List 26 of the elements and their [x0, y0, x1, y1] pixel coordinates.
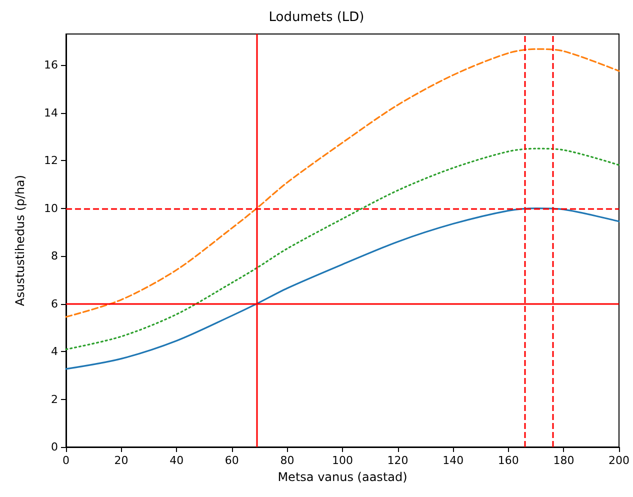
x-tick-label: 40	[170, 454, 184, 467]
y-tick-label: 16	[44, 58, 58, 72]
y-tick-label: 14	[44, 106, 58, 120]
x-tick-label: 0	[62, 454, 70, 467]
x-tick-label: 120	[387, 454, 408, 467]
line-series	[65, 207, 620, 370]
x-tick-label: 100	[332, 454, 353, 467]
x-tick-label: 140	[442, 454, 464, 467]
y-axis-title: Asustustihedus (p/ha)	[13, 174, 27, 306]
y-tick-label: 8	[51, 250, 58, 263]
y-tick-label: 6	[51, 297, 58, 310]
x-tick-label: 20	[114, 454, 128, 467]
y-tick-label: 12	[44, 154, 58, 168]
y-tick-label: 2	[51, 392, 58, 406]
y-tick-label: 10	[44, 202, 58, 215]
x-tick-label: 80	[280, 454, 294, 467]
line-series	[65, 48, 620, 318]
x-tick-label: 200	[608, 454, 630, 467]
line-series	[65, 148, 620, 350]
x-axis-title: Metsa vanus (aastad)	[278, 470, 408, 484]
x-tick-label: 160	[498, 454, 519, 467]
y-tick-label: 0	[51, 440, 58, 454]
chart-title: Lodumets (LD)	[268, 10, 364, 25]
y-tick-label: 4	[51, 345, 58, 358]
x-tick-label: 180	[553, 454, 574, 467]
x-tick-label: 60	[224, 454, 239, 467]
